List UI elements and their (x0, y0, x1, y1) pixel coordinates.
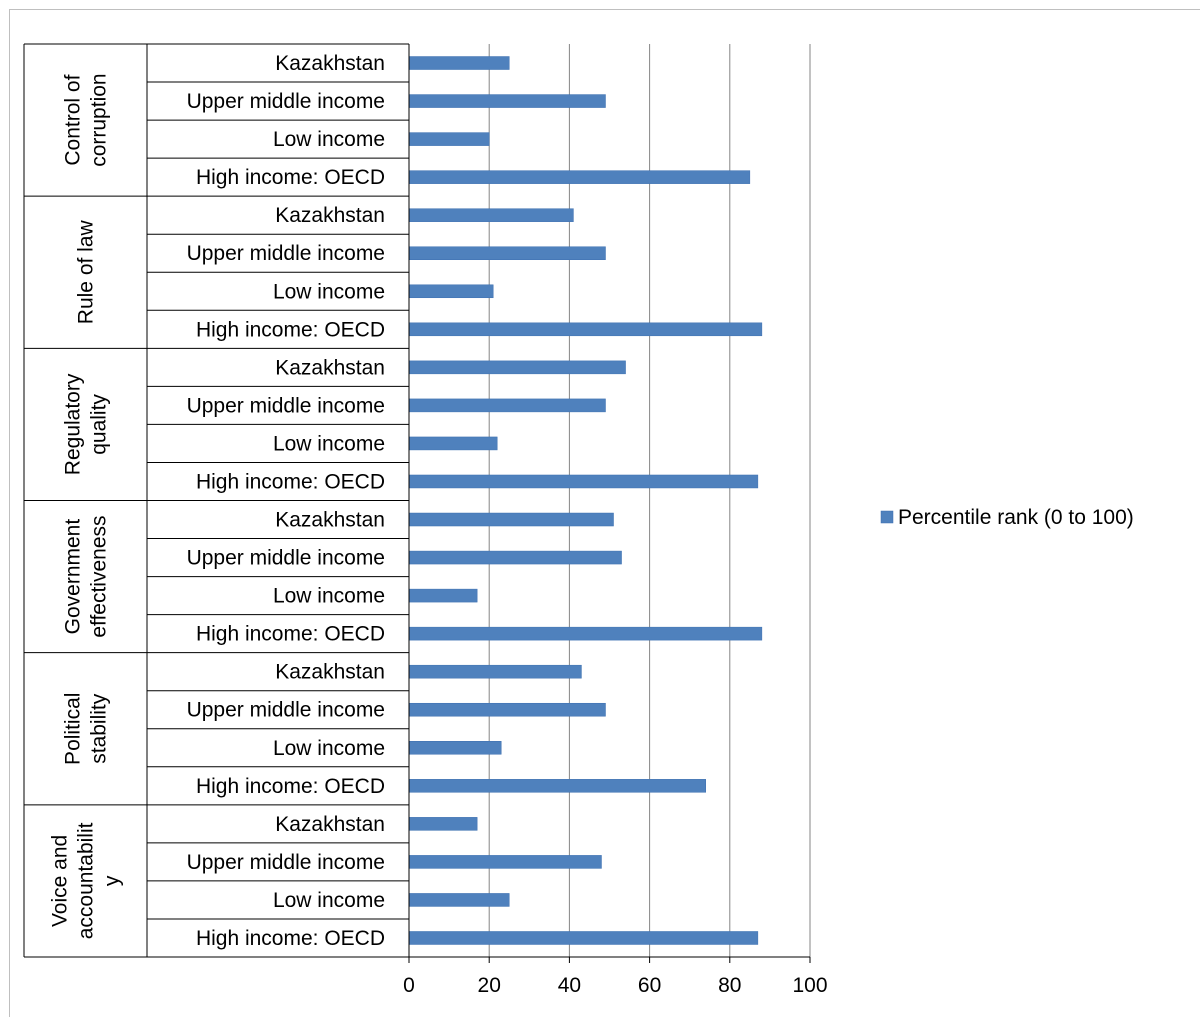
category-label: Low income (273, 280, 385, 303)
category-label: Kazakhstan (275, 661, 385, 684)
group-label-line: effectiveness (88, 515, 111, 637)
group-label-line: Political (62, 693, 85, 765)
x-tick-label: 100 (792, 974, 827, 997)
group-label-line: Rule of law (75, 219, 98, 324)
bar (409, 361, 626, 374)
category-label: High income: OECD (196, 470, 385, 493)
category-label: Kazakhstan (275, 204, 385, 227)
x-tick-label: 40 (558, 974, 581, 997)
bar (409, 247, 605, 260)
bar (409, 893, 509, 906)
x-tick-label: 60 (638, 974, 661, 997)
group-label-line: y (101, 875, 124, 886)
category-label: High income: OECD (196, 775, 385, 798)
category-label: High income: OECD (196, 318, 385, 341)
group-label-line: Voice and (49, 835, 72, 927)
bar (409, 57, 509, 70)
group-label-line: stability (88, 693, 111, 764)
category-label: Upper middle income (187, 851, 385, 874)
bar (409, 931, 758, 944)
group-label: Rule of law (75, 219, 98, 324)
category-label: High income: OECD (196, 166, 385, 189)
bar (409, 551, 622, 564)
group-label-line: quality (88, 394, 111, 455)
bar (409, 95, 605, 108)
bar (409, 133, 489, 146)
bar (409, 323, 762, 336)
bar (409, 209, 573, 222)
category-label: Kazakhstan (275, 356, 385, 379)
group-label-line: accountabilit (75, 822, 98, 939)
bar (409, 285, 493, 298)
category-label: Low income (273, 128, 385, 151)
bar (409, 703, 605, 716)
category-label: Upper middle income (187, 90, 385, 113)
category-label: Low income (273, 432, 385, 455)
bar (409, 855, 601, 868)
category-label: High income: OECD (196, 927, 385, 950)
group-label-line: corruption (87, 73, 110, 166)
category-label: Low income (273, 737, 385, 760)
group-label-line: Control of (62, 74, 85, 165)
category-label: Kazakhstan (275, 813, 385, 836)
bar (409, 665, 581, 678)
category-label: Low income (273, 889, 385, 912)
bar (409, 513, 614, 526)
x-tick-label: 20 (478, 974, 501, 997)
bar (409, 437, 497, 450)
group-label-line: Government (62, 519, 85, 635)
category-label: Upper middle income (187, 547, 385, 570)
legend-label: Percentile rank (0 to 100) (898, 506, 1134, 529)
category-label: Low income (273, 585, 385, 608)
category-label: Upper middle income (187, 394, 385, 417)
bar (409, 475, 758, 488)
bar (409, 399, 605, 412)
bar (409, 171, 750, 184)
category-label: Upper middle income (187, 699, 385, 722)
legend-swatch (881, 511, 893, 523)
x-tick-label: 0 (403, 974, 415, 997)
bar (409, 779, 706, 792)
category-label: Kazakhstan (275, 509, 385, 532)
category-label: Upper middle income (187, 242, 385, 265)
bar (409, 589, 477, 602)
x-tick-label: 80 (718, 974, 741, 997)
bar (409, 741, 501, 754)
category-label: High income: OECD (196, 623, 385, 646)
category-label: Kazakhstan (275, 52, 385, 75)
bar (409, 817, 477, 830)
group-label-line: Regulatory (62, 373, 85, 475)
bar (409, 627, 762, 640)
